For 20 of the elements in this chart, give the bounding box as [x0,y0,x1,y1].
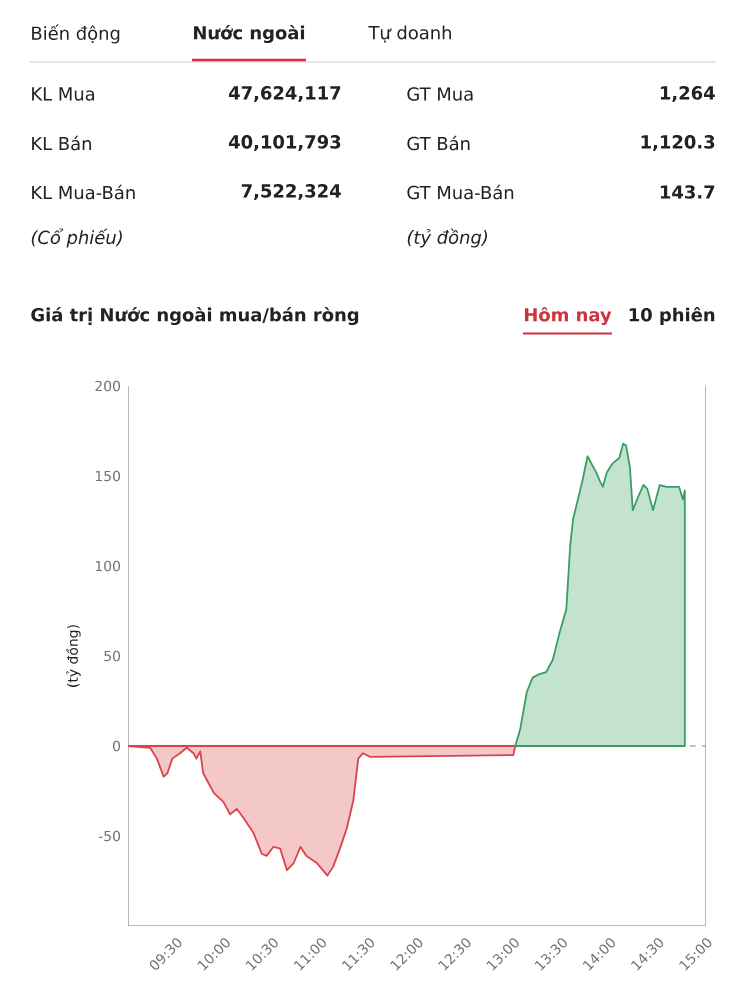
text: Hôm nay [525,306,612,326]
text: 1,120.3 [641,135,715,151]
text: 7,522,324 [241,184,341,200]
text: KL Mua [32,87,95,101]
text: 40,101,793 [228,135,341,151]
text: Nước ngoài [194,24,305,44]
text: KL Bán [32,135,91,151]
text: KL Mua-Bán [32,184,135,200]
text: Tự doanh [368,25,451,43]
chart-title: Giá trị Nước ngoài mua/bán ròng [31,306,359,326]
text: 10 phiên [629,306,715,326]
text: Biến động [32,24,120,44]
text: GT Bán [407,135,470,151]
text: 143.7 [660,185,715,199]
text: 47,624,117 [228,86,341,102]
text: (Cổ phiếu) [31,228,122,248]
text: 1,264 [660,86,715,102]
text: (tỷ đồng) [407,228,487,248]
text: GT Mua [407,87,473,101]
text: GT Mua-Bán [407,184,514,200]
